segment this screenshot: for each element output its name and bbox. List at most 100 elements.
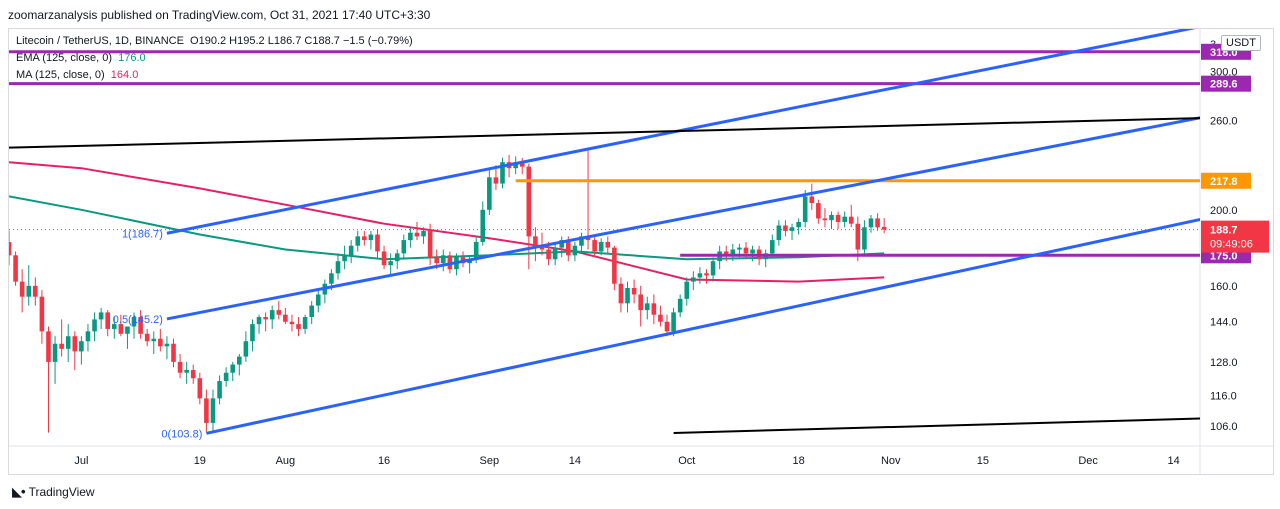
candle-body	[605, 241, 611, 248]
candle-body	[533, 236, 538, 246]
candle	[315, 290, 321, 313]
fib-labels-layer: 1(186.7) 0.5(145.2) 0(103.8)	[113, 228, 203, 440]
candle	[335, 253, 341, 280]
chart-frame	[8, 28, 1274, 475]
price-badge-label: 175.0	[1210, 250, 1238, 262]
candle	[493, 165, 499, 190]
candle	[158, 328, 163, 352]
candle-body	[612, 247, 617, 284]
channel-upper[interactable]	[166, 24, 1213, 235]
candle	[881, 218, 887, 234]
candle-body	[408, 232, 413, 241]
x-tick-label: 14	[569, 455, 581, 467]
legend-symbol-line: Litecoin / TetherUS, 1D, BINANCE O190.2 …	[16, 35, 413, 47]
candle	[440, 249, 446, 272]
currency-button[interactable]: USDT	[1221, 35, 1261, 51]
candle	[138, 310, 143, 339]
candle-body	[434, 257, 440, 264]
candle	[717, 245, 722, 270]
candle	[184, 361, 189, 384]
candle-body	[388, 261, 393, 266]
candle-body	[237, 356, 242, 365]
candle-body	[144, 333, 150, 342]
candle-body	[789, 227, 795, 231]
candle-body	[631, 287, 637, 295]
candle-body	[329, 273, 334, 284]
tradingview-logo[interactable]: ◣• TradingView	[12, 484, 95, 500]
candle-body	[539, 245, 545, 250]
candle	[217, 375, 222, 405]
plot-area: 1(186.7) 0.5(145.2) 0(103.8)	[9, 24, 1214, 440]
candle	[579, 232, 584, 252]
candle	[39, 290, 45, 344]
candle	[875, 213, 880, 231]
candle-body	[171, 343, 176, 362]
x-tick-label: 16	[378, 455, 390, 467]
candle-body	[315, 294, 321, 306]
candle-body	[552, 247, 558, 260]
candle	[809, 183, 815, 210]
candle	[72, 331, 78, 370]
candle	[355, 230, 361, 252]
candle	[309, 301, 314, 325]
candle	[237, 353, 242, 376]
candle	[500, 157, 505, 189]
black-support[interactable]	[673, 417, 1214, 434]
candle	[519, 157, 525, 175]
candle-body	[375, 234, 380, 252]
candle	[816, 199, 821, 224]
channel-middle[interactable]	[166, 115, 1213, 321]
candle	[862, 220, 867, 254]
candle-body	[750, 249, 755, 254]
candle-body	[809, 196, 815, 204]
candle-body	[822, 218, 828, 221]
candle-body	[881, 226, 887, 230]
candle	[408, 227, 413, 248]
candle	[342, 245, 347, 270]
candle-body	[105, 312, 111, 329]
candle	[269, 305, 275, 329]
candle	[710, 257, 716, 282]
candle-body	[230, 364, 236, 373]
price-badge-217.8: 217.8	[1201, 172, 1251, 189]
legend-ema-line[interactable]: EMA (125, close, 0) 176.0	[16, 52, 146, 64]
candle-body	[487, 177, 492, 210]
candle	[704, 269, 709, 284]
x-tick-label: Nov	[881, 455, 901, 467]
candle	[52, 336, 58, 384]
candle	[750, 245, 755, 262]
candle-body	[842, 216, 847, 222]
candle-body	[269, 310, 275, 320]
channel-lower[interactable]	[206, 217, 1213, 435]
candle	[111, 317, 117, 339]
candle-body	[855, 223, 861, 250]
candle-body	[210, 398, 216, 423]
x-tick-label: 18	[792, 455, 804, 467]
candle-body	[256, 317, 262, 325]
candle-body	[730, 249, 736, 256]
price-badge-bg	[1201, 75, 1251, 92]
candle-body	[414, 232, 420, 237]
candle-body	[158, 338, 163, 347]
candle-body	[118, 324, 124, 334]
candle-body	[184, 369, 189, 373]
candle	[802, 189, 808, 228]
candle-body	[625, 287, 630, 304]
candle-body	[546, 249, 551, 260]
candle	[46, 326, 51, 433]
black-resistance[interactable]	[9, 117, 1213, 149]
candle-body	[519, 162, 525, 167]
candle	[362, 230, 367, 246]
candle	[131, 312, 137, 339]
candle	[401, 234, 407, 260]
candle-body	[480, 209, 486, 242]
candle	[598, 238, 604, 256]
legend-ma-line[interactable]: MA (125, close, 0) 164.0	[16, 69, 138, 81]
last-price-badge-bg	[1201, 220, 1269, 253]
candle	[92, 312, 97, 342]
candle-body	[138, 317, 143, 334]
x-tick-label: Oct	[678, 455, 695, 467]
candle	[151, 331, 157, 354]
candle-body	[65, 336, 71, 349]
